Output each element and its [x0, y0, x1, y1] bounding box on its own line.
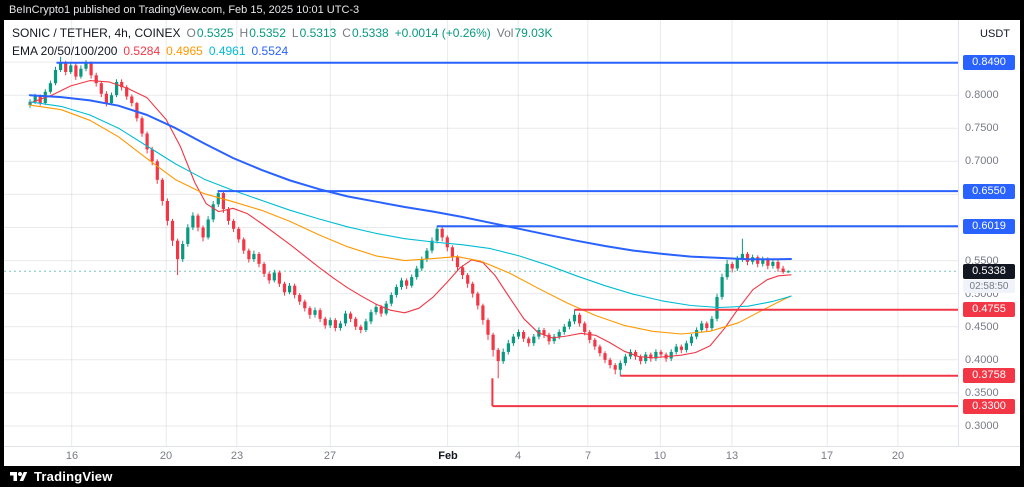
ohlc-high-value: 0.5352	[249, 26, 286, 40]
price-tick: 0.4500	[965, 321, 999, 333]
time-tick: 10	[653, 450, 667, 462]
time-tick: 20	[891, 450, 905, 462]
ema-line-50	[29, 104, 792, 335]
time-axis[interactable]: 16 20 23 27 Feb 4 7 10 13 17 20	[4, 446, 1020, 466]
ema20-value: 0.5284	[123, 44, 161, 58]
price-tick: 0.7000	[965, 155, 999, 167]
symbol-title[interactable]: SONIC / TETHER, 4h, COINEX	[12, 26, 181, 40]
ema200-value: 0.5524	[251, 44, 289, 58]
level-lines	[56, 61, 958, 408]
ema50-value: 0.4965	[166, 44, 203, 58]
ema-row: EMA 20/50/100/200 0.5284 0.4965 0.4961 0…	[12, 44, 552, 58]
ohlc-close-value: 0.5338	[351, 26, 389, 40]
time-tick: 20	[159, 450, 173, 462]
price-chart[interactable]	[4, 20, 958, 446]
time-tick: 4	[514, 450, 522, 462]
price-axis[interactable]: 0.8000 0.7500 0.7000 0.5500 0.5000 0.4500 0.40…	[958, 20, 1020, 446]
price-tick: 0.3000	[965, 420, 999, 432]
current-price-label: 0.5338	[963, 264, 1015, 279]
time-tick: 13	[725, 450, 739, 462]
price-tick: 0.4000	[965, 354, 999, 366]
price-tick: 0.3500	[965, 387, 999, 399]
symbol-row: SONIC / TETHER, 4h, COINEX O 0.5325 H 0.53…	[12, 26, 552, 40]
time-tick: 17	[820, 450, 834, 462]
ema100-value: 0.4961	[208, 44, 246, 58]
grid	[4, 20, 958, 446]
level-price-label: 0.4755	[963, 302, 1015, 317]
ohlc-open-value: 0.5325	[196, 26, 234, 40]
bar-countdown-label: 02:58:50	[963, 280, 1015, 293]
price-tick: 0.8000	[965, 89, 999, 101]
time-tick: Feb	[438, 450, 458, 462]
tradingview-logo-icon[interactable]	[10, 470, 28, 484]
attribution-text: BeInCrypto1 published on TradingView.com…	[9, 4, 360, 16]
price-tick: 0.7500	[965, 122, 999, 134]
candles	[28, 56, 790, 379]
level-price-label: 0.6019	[963, 219, 1015, 234]
volume-value: 79.03K	[514, 26, 553, 40]
ema-indicator-label[interactable]: EMA 20/50/100/200	[12, 44, 118, 58]
time-tick: 27	[323, 450, 337, 462]
ohlc-low: L 0.5313	[291, 26, 337, 40]
quote-currency-label: USDT	[980, 28, 1010, 40]
attribution-bar: BeInCrypto1 published on TradingView.com…	[0, 0, 1024, 20]
ohlc-low-value: 0.5313	[299, 26, 337, 40]
level-price-label: 0.6550	[963, 184, 1015, 199]
ema-lines	[28, 80, 792, 359]
level-price-label: 0.8490	[963, 55, 1015, 70]
volume: Vol 79.03K	[496, 26, 553, 40]
ohlc-high: H 0.5352	[239, 26, 286, 40]
ema-line-100	[29, 101, 792, 309]
chart-panel: SONIC / TETHER, 4h, COINEX O 0.5325 H 0.53…	[4, 20, 1020, 466]
ema-line-200	[28, 94, 792, 261]
tradingview-brand[interactable]: TradingView	[34, 469, 113, 484]
ohlc-open: O 0.5325	[186, 26, 234, 40]
time-tick: 23	[230, 450, 244, 462]
level-price-label: 0.3300	[963, 399, 1015, 414]
level-price-label: 0.3758	[963, 368, 1015, 383]
change-value: +0.0014 (+0.26%)	[394, 26, 491, 40]
ohlc-close: C 0.5338	[342, 26, 389, 40]
footer-bar: TradingView	[0, 466, 1024, 487]
time-tick: 7	[584, 450, 592, 462]
ema-line-20	[29, 80, 792, 359]
time-tick: 16	[65, 450, 79, 462]
chart-window: SONIC / TETHER, 4h, COINEX O 0.5325 H 0.53…	[0, 20, 1024, 466]
chart-legend: SONIC / TETHER, 4h, COINEX O 0.5325 H 0.53…	[12, 26, 552, 58]
plot-area[interactable]	[4, 20, 958, 446]
